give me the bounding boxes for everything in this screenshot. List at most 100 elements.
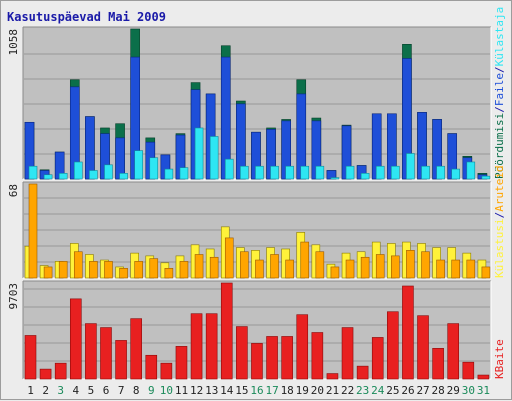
day-label-22: 22 xyxy=(341,384,354,397)
day-label-27: 27 xyxy=(416,384,429,397)
bar-hosts-day-10 xyxy=(164,268,174,279)
bar-kb-day-22 xyxy=(341,327,354,380)
day-label-14: 14 xyxy=(220,384,234,397)
legend-separator: / xyxy=(493,66,506,73)
legend-item: Aruteid xyxy=(493,165,506,211)
bar-visitors-day-17 xyxy=(270,165,279,180)
bar-hosts-day-17 xyxy=(270,254,279,279)
bar-kb-day-7 xyxy=(115,340,127,380)
day-label-16: 16 xyxy=(250,384,263,397)
day-label-15: 15 xyxy=(235,384,248,397)
bar-hosts-day-2 xyxy=(43,266,53,279)
bar-visitors-day-5 xyxy=(89,170,98,180)
bar-kb-day-18 xyxy=(281,336,293,380)
day-label-3: 3 xyxy=(57,384,64,397)
bar-kb-day-6 xyxy=(100,327,112,380)
day-label-30: 30 xyxy=(462,384,475,397)
legend-item: Külastaja xyxy=(493,7,506,67)
bar-visitors-day-25 xyxy=(391,165,400,180)
bar-hosts-day-19 xyxy=(300,241,310,279)
bar-kb-day-28 xyxy=(432,348,444,380)
bar-hosts-day-26 xyxy=(406,250,415,279)
bar-visitors-day-15 xyxy=(240,165,249,180)
day-label-10: 10 xyxy=(160,384,173,397)
day-label-28: 28 xyxy=(432,384,445,397)
bar-kb-day-13 xyxy=(205,313,218,380)
legend-panel-2: Külastusi/Aruteid xyxy=(493,165,506,278)
bar-hosts-day-23 xyxy=(360,256,370,279)
bar-visitors-day-29 xyxy=(451,168,461,180)
bar-hosts-day-18 xyxy=(285,259,294,279)
bar-hosts-day-15 xyxy=(240,251,249,279)
bar-hosts-day-27 xyxy=(421,251,430,279)
bar-kb-day-15 xyxy=(236,326,248,380)
max-label-panel-2: 68 xyxy=(7,184,20,197)
bar-hosts-day-14 xyxy=(224,237,234,279)
day-label-8: 8 xyxy=(133,384,140,397)
bar-visitors-day-6 xyxy=(104,164,113,180)
bar-visitors-day-23 xyxy=(360,173,370,180)
bar-hosts-day-1 xyxy=(28,183,38,279)
bar-hosts-day-8 xyxy=(134,261,143,279)
panel-1 xyxy=(22,26,492,180)
day-label-1: 1 xyxy=(27,384,34,397)
bar-files-day-5 xyxy=(85,116,95,180)
panel-2 xyxy=(22,181,492,279)
day-label-4: 4 xyxy=(73,384,80,397)
bar-kb-day-9 xyxy=(145,354,158,380)
chart-title: Kasutuspäevad Mai 2009 xyxy=(7,10,166,24)
bar-visitors-day-27 xyxy=(421,165,430,180)
bar-hosts-day-13 xyxy=(209,256,219,279)
bar-kb-day-11 xyxy=(175,346,188,380)
bar-kb-day-16 xyxy=(251,343,263,380)
day-label-2: 2 xyxy=(42,384,49,397)
bar-hosts-day-29 xyxy=(451,259,461,279)
bar-visitors-day-19 xyxy=(300,165,310,180)
bar-kb-day-26 xyxy=(402,285,414,380)
legend-panel-1: Pöördumisi/Faile/Külastaja xyxy=(493,7,506,179)
bar-visitors-day-14 xyxy=(224,158,234,180)
bar-kb-day-12 xyxy=(190,313,203,380)
bar-visitors-day-10 xyxy=(164,168,174,180)
bar-kb-day-3 xyxy=(54,362,67,380)
max-label-panel-1: 1058 xyxy=(7,29,20,56)
bar-kb-day-20 xyxy=(311,332,324,380)
bar-kb-day-19 xyxy=(296,314,309,380)
bar-visitors-day-3 xyxy=(58,173,68,180)
day-label-5: 5 xyxy=(88,384,95,397)
bar-visitors-day-16 xyxy=(255,165,264,180)
bar-visitors-day-30 xyxy=(466,161,476,180)
bar-kb-day-14 xyxy=(220,282,233,380)
bar-visitors-day-4 xyxy=(73,161,83,180)
bar-files-day-7 xyxy=(115,137,125,180)
legend-item: Külastusi xyxy=(493,218,506,278)
day-label-31: 31 xyxy=(477,384,490,397)
day-label-23: 23 xyxy=(356,384,369,397)
bar-hosts-day-11 xyxy=(179,261,189,279)
day-label-19: 19 xyxy=(296,384,309,397)
bar-visitors-day-13 xyxy=(209,136,219,180)
bar-kb-day-21 xyxy=(326,373,339,380)
bar-visitors-day-7 xyxy=(119,173,128,180)
legend-separator: / xyxy=(493,106,506,113)
bar-hosts-day-24 xyxy=(375,254,385,279)
legend-item: KBaite xyxy=(493,339,506,379)
bar-hosts-day-25 xyxy=(391,255,400,279)
bar-hosts-day-3 xyxy=(58,261,68,279)
bar-hosts-day-30 xyxy=(466,259,476,279)
bar-hosts-day-31 xyxy=(481,266,491,279)
bar-visitors-day-11 xyxy=(179,167,189,180)
bar-hosts-day-4 xyxy=(73,251,83,279)
bar-visitors-day-24 xyxy=(375,165,385,180)
bar-visitors-day-22 xyxy=(345,165,355,180)
day-label-24: 24 xyxy=(371,384,385,397)
legend-separator: / xyxy=(493,212,506,219)
day-label-21: 21 xyxy=(326,384,339,397)
bar-kb-day-8 xyxy=(130,318,142,380)
legend-panel-3: KBaite xyxy=(493,339,506,379)
bar-kb-day-24 xyxy=(371,337,384,380)
day-label-18: 18 xyxy=(281,384,294,397)
bar-visitors-day-9 xyxy=(149,157,159,180)
day-label-6: 6 xyxy=(103,384,110,397)
